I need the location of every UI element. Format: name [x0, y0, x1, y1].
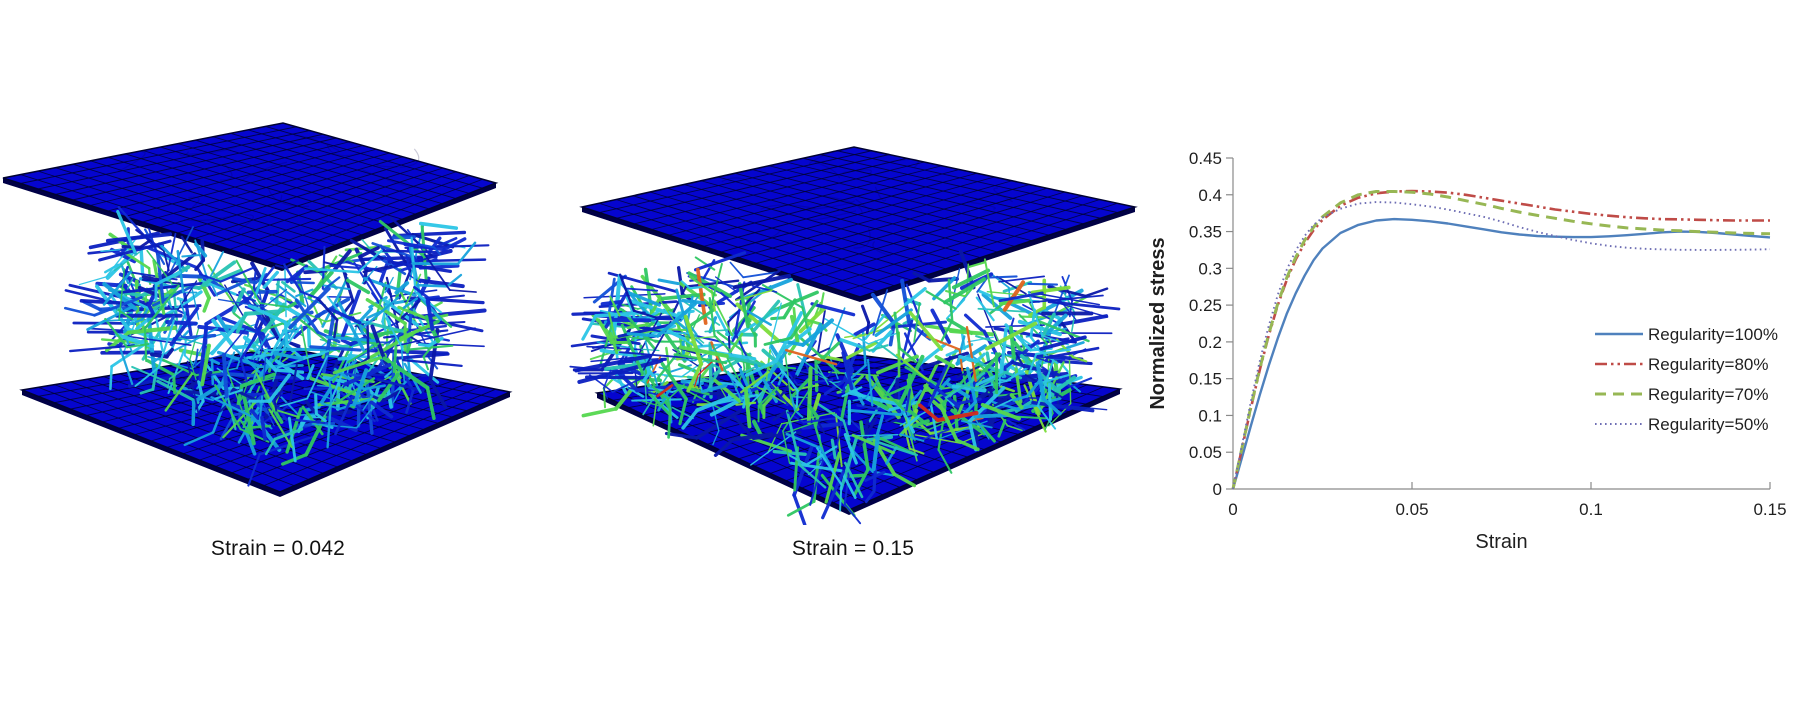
legend-label: Regularity=70%	[1648, 385, 1769, 404]
series-regularity-80-	[1231, 189, 1770, 490]
top-plate	[579, 146, 1138, 302]
y-tick-label: 0.4	[1198, 186, 1222, 205]
x-axis-title: Strain	[1475, 531, 1527, 553]
legend-entry-regularity-80-: Regularity=80%	[1595, 355, 1769, 374]
y-tick-label: 0.45	[1189, 149, 1222, 168]
legend-label: Regularity=80%	[1648, 355, 1769, 374]
simulation-render-high-strain	[569, 146, 1138, 525]
y-tick-label: 0.1	[1198, 406, 1222, 425]
series-regularity-100-	[1231, 217, 1771, 490]
series-regularity-50-	[1232, 201, 1771, 490]
simulation-render-low-strain	[2, 122, 513, 497]
legend-entry-regularity-70-: Regularity=70%	[1595, 385, 1769, 404]
fiber-network	[63, 206, 490, 487]
legend: Regularity=100% Regularity=80% Regularity=…	[1595, 325, 1778, 434]
y-tick-label: 0.35	[1189, 223, 1222, 242]
stress-strain-chart: 0 0.05 0.1 0.15 0.2 0.25 0.3 0.35 0.4 0.45 0 0.05 0.…	[1147, 149, 1787, 553]
axes: 0 0.05 0.1 0.15 0.2 0.25 0.3 0.35 0.4 0.45 0 0.05 0.…	[1147, 149, 1787, 553]
legend-entry-regularity-100-: Regularity=100%	[1595, 325, 1778, 344]
y-axis-title: Normalized stress	[1147, 237, 1169, 409]
y-tick-label: 0.3	[1198, 259, 1222, 278]
figure-caption-low-strain: Strain = 0.042	[210, 537, 346, 560]
y-tick-label: 0.15	[1189, 370, 1222, 389]
legend-entry-regularity-50-: Regularity=50%	[1595, 415, 1769, 434]
figure-caption-high-strain: Strain = 0.15	[791, 537, 915, 560]
x-tick-label: 0.1	[1579, 500, 1603, 519]
y-tick-label: 0	[1213, 480, 1222, 499]
y-tick-label: 0.05	[1189, 443, 1222, 462]
y-tick-label: 0.25	[1189, 296, 1222, 315]
legend-label: Regularity=50%	[1648, 415, 1769, 434]
x-tick-label: 0	[1228, 500, 1237, 519]
x-tick-label: 0.15	[1753, 500, 1786, 519]
legend-label: Regularity=100%	[1648, 325, 1778, 344]
series-lines	[1231, 189, 1771, 490]
y-tick-label: 0.2	[1198, 333, 1222, 352]
x-tick-label: 0.05	[1395, 500, 1428, 519]
fiber-network	[569, 249, 1121, 525]
